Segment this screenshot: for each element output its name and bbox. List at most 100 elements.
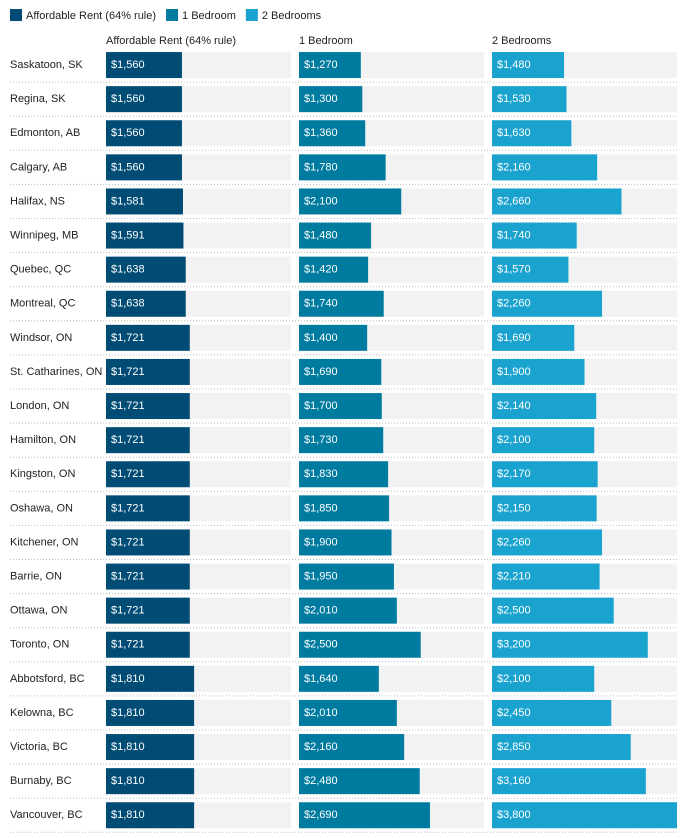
value-label: $1,690 — [304, 366, 338, 378]
value-label: $1,810 — [111, 809, 145, 821]
bar — [492, 188, 622, 215]
legend-swatch — [245, 9, 258, 21]
value-label: $1,780 — [304, 161, 338, 173]
row-label: Burnaby, BC — [10, 775, 72, 787]
bar — [299, 734, 405, 761]
bar — [106, 665, 195, 692]
value-label: $2,660 — [497, 195, 531, 207]
row-label: Halifax, NS — [10, 195, 65, 207]
bar — [106, 290, 186, 317]
value-label: $2,450 — [497, 707, 531, 719]
value-label: $1,591 — [111, 229, 145, 241]
bar — [492, 120, 572, 147]
bar — [106, 427, 190, 454]
value-label: $1,300 — [304, 93, 338, 105]
bar — [106, 699, 195, 726]
value-label: $1,530 — [497, 93, 531, 105]
value-label: $2,100 — [497, 673, 531, 685]
value-label: $1,721 — [111, 468, 145, 480]
bar — [106, 597, 190, 624]
bar — [106, 768, 195, 795]
bar — [299, 768, 420, 795]
value-label: $1,810 — [111, 673, 145, 685]
column-header: 2 Bedrooms — [492, 35, 552, 47]
legend-label: 2 Bedrooms — [262, 10, 322, 22]
bar — [492, 52, 565, 79]
bar — [492, 665, 595, 692]
value-label: $1,810 — [111, 775, 145, 787]
bar — [106, 222, 184, 249]
value-label: $2,260 — [497, 536, 531, 548]
value-label: $1,730 — [304, 434, 338, 446]
value-label: $2,150 — [497, 502, 531, 514]
bar — [299, 699, 397, 726]
bar — [299, 86, 363, 113]
value-label: $1,721 — [111, 502, 145, 514]
bar — [299, 461, 389, 488]
value-label: $2,480 — [304, 775, 338, 787]
bar — [106, 802, 195, 829]
bar — [299, 290, 384, 317]
value-label: $1,690 — [497, 332, 531, 344]
row-label: Barrie, ON — [10, 570, 62, 582]
column-header: Affordable Rent (64% rule) — [106, 35, 236, 47]
value-label: $1,850 — [304, 502, 338, 514]
bar — [106, 734, 195, 761]
bar — [106, 120, 182, 147]
bar — [106, 154, 182, 181]
value-label: $3,200 — [497, 639, 531, 651]
row-label: Kingston, ON — [10, 468, 75, 480]
value-label: $2,850 — [497, 741, 531, 753]
value-label: $1,581 — [111, 195, 145, 207]
column-header: 1 Bedroom — [299, 35, 353, 47]
value-label: $1,480 — [497, 59, 531, 71]
value-label: $1,721 — [111, 400, 145, 412]
bar — [492, 529, 603, 556]
bar — [299, 324, 368, 351]
bar — [299, 631, 421, 658]
bar — [106, 358, 190, 385]
bar — [492, 86, 567, 113]
bar — [492, 427, 595, 454]
value-label: $1,560 — [111, 59, 145, 71]
bar — [492, 734, 631, 761]
value-label: $2,140 — [497, 400, 531, 412]
legend-label: 1 Bedroom — [182, 10, 236, 22]
row-label: Ottawa, ON — [10, 605, 68, 617]
bar — [299, 665, 379, 692]
bar — [299, 120, 366, 147]
row-label: Windsor, ON — [10, 332, 72, 344]
bar — [492, 222, 577, 249]
value-label: $1,560 — [111, 127, 145, 139]
bar — [106, 188, 183, 215]
value-label: $1,740 — [304, 298, 338, 310]
row-label: Hamilton, ON — [10, 434, 76, 446]
row-label: Quebec, QC — [10, 264, 71, 276]
bar — [106, 495, 190, 522]
value-label: $1,560 — [111, 161, 145, 173]
value-label: $2,010 — [304, 707, 338, 719]
row-label: Oshawa, ON — [10, 502, 73, 514]
value-label: $1,721 — [111, 366, 145, 378]
bar — [492, 495, 597, 522]
value-label: $1,638 — [111, 298, 145, 310]
row-label: Regina, SK — [10, 93, 66, 105]
row-label: Saskatoon, SK — [10, 59, 83, 71]
value-label: $1,560 — [111, 93, 145, 105]
bar — [299, 597, 397, 624]
legend-label: Affordable Rent (64% rule) — [26, 10, 156, 22]
row-label: Kitchener, ON — [10, 536, 79, 548]
row-label: St. Catharines, ON — [10, 366, 102, 378]
value-label: $1,360 — [304, 127, 338, 139]
bar — [299, 154, 386, 181]
value-label: $2,100 — [497, 434, 531, 446]
value-label: $1,721 — [111, 536, 145, 548]
value-label: $1,810 — [111, 741, 145, 753]
value-label: $1,721 — [111, 639, 145, 651]
value-label: $2,170 — [497, 468, 531, 480]
value-label: $2,160 — [497, 161, 531, 173]
value-label: $1,400 — [304, 332, 338, 344]
value-label: $2,100 — [304, 195, 338, 207]
value-label: $1,270 — [304, 59, 338, 71]
